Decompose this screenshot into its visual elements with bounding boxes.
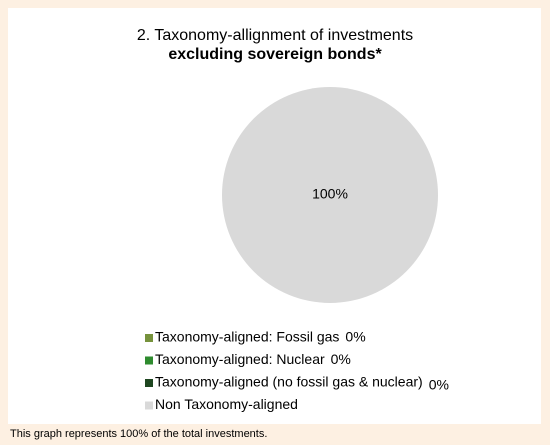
chart-title: 2. Taxonomy-allignment of investments xyxy=(137,27,413,44)
footnote: This graph represents 100% of the total … xyxy=(10,428,267,440)
legend-swatch xyxy=(145,401,153,410)
data-label: 0% xyxy=(345,329,365,345)
legend-swatch xyxy=(145,356,153,365)
legend-swatch xyxy=(145,379,153,387)
chart-subtitle: excluding sovereign bonds* xyxy=(168,46,382,63)
legend-label: Taxonomy-aligned (no fossil gas & nuclea… xyxy=(155,374,423,390)
legend-swatch xyxy=(145,334,153,342)
legend-label: Taxonomy-aligned: Fossil gas xyxy=(155,329,339,345)
data-label: 0% xyxy=(429,377,449,393)
legend-label: Taxonomy-aligned: Nuclear xyxy=(155,351,325,367)
pie-slice xyxy=(222,87,438,303)
data-label: 100% xyxy=(312,186,348,202)
legend-label: Non Taxonomy-aligned xyxy=(155,396,298,412)
data-label: 0% xyxy=(331,351,351,367)
